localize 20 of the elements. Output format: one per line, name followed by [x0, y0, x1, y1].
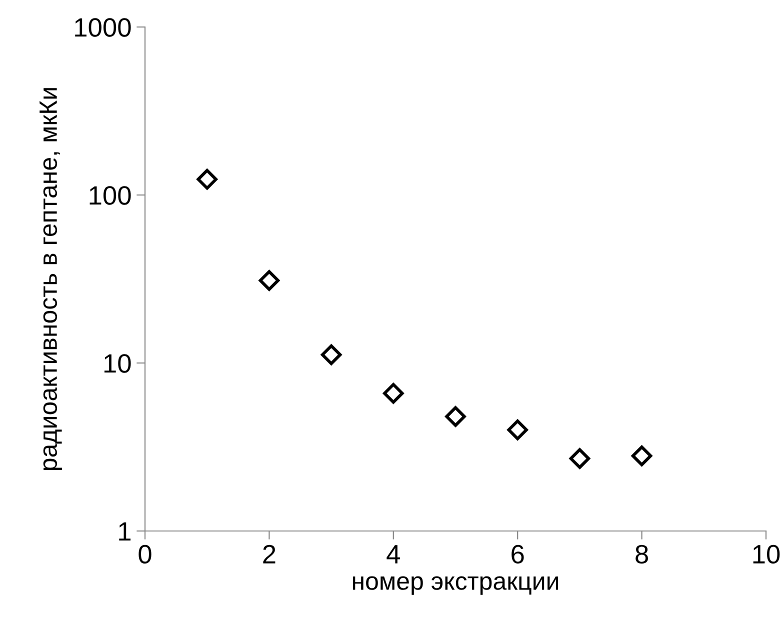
x-tick-label: 4 [386, 545, 400, 564]
point [258, 270, 280, 291]
point [196, 168, 218, 190]
x-tick-label: 10 [753, 544, 780, 564]
x-tick-label: 6 [512, 544, 524, 564]
point [383, 382, 404, 404]
point [445, 406, 466, 427]
x-axis-title: номер экстракции [352, 576, 558, 595]
point [507, 419, 528, 440]
point [569, 448, 590, 469]
x-tick-label: 8 [636, 544, 648, 564]
point [631, 446, 652, 466]
y-axis-title: радиоактивность в гептане, мкКи [40, 88, 62, 470]
y-tick-label: 1000 [75, 18, 131, 37]
point [320, 344, 342, 366]
y-tick-label: 1 [119, 522, 131, 541]
x-tick-label: 0 [138, 544, 152, 564]
y-tick-label: 100 [90, 186, 131, 205]
x-tick-label: 2 [263, 544, 276, 564]
y-tick-label: 10 [104, 354, 131, 373]
